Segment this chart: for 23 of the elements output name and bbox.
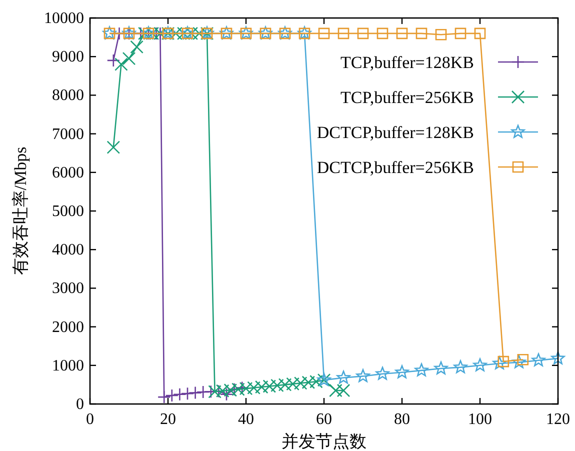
x-axis-title: 并发节点数 <box>282 432 366 451</box>
y-tick-label: 2000 <box>52 318 84 336</box>
y-tick-label: 10000 <box>44 10 84 27</box>
y-tick-label: 0 <box>76 396 84 413</box>
x-tick-label: 60 <box>316 411 332 428</box>
y-tick-label: 9000 <box>52 48 84 66</box>
legend-label: DCTCP,buffer=256KB <box>316 158 474 177</box>
y-tick-label: 6000 <box>52 164 84 182</box>
x-tick-label: 40 <box>238 411 254 428</box>
y-tick-label: 1000 <box>52 357 84 374</box>
y-tick-label: 4000 <box>52 242 84 259</box>
y-tick-label: 3000 <box>52 280 84 298</box>
x-tick-label: 20 <box>160 411 176 428</box>
y-tick-label: 7000 <box>52 126 84 143</box>
x-tick-label: 120 <box>546 411 570 428</box>
y-tick-label: 5000 <box>52 203 84 220</box>
x-tick-label: 80 <box>394 411 410 428</box>
y-tick-label: 8000 <box>52 87 84 104</box>
x-tick-label: 100 <box>468 411 492 428</box>
y-axis-title: 有效吞吐率/Mbps <box>11 146 30 276</box>
legend-label: DCTCP,buffer=128KB <box>316 123 474 142</box>
legend-label: TCP,buffer=256KB <box>340 88 474 107</box>
legend-label: TCP,buffer=128KB <box>340 53 474 72</box>
